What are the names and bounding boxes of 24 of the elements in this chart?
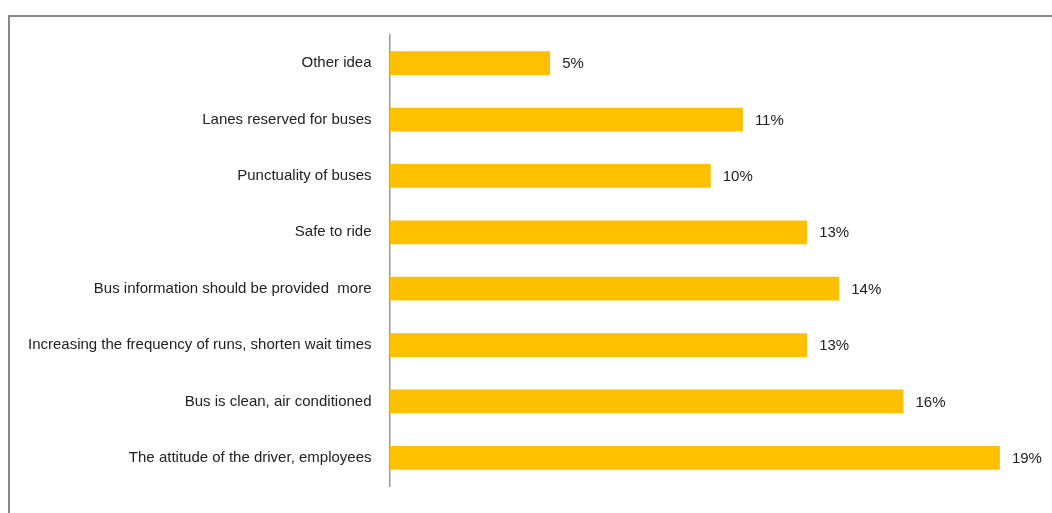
data-label: 13% <box>819 223 850 241</box>
data-label: 16% <box>915 392 946 410</box>
y-tick-label: Punctuality of buses <box>237 166 372 184</box>
bar <box>389 51 551 76</box>
y-tick-label: Other idea <box>301 53 373 71</box>
y-tick-label: Bus is clean, air conditioned <box>184 391 372 409</box>
data-label: 13% <box>819 336 850 354</box>
bar <box>389 333 808 357</box>
y-tick-label: Lanes reserved for buses <box>202 109 372 127</box>
bar <box>389 389 904 414</box>
data-label: 11% <box>754 110 784 128</box>
bar <box>389 164 711 188</box>
y-tick-label: Bus information should be provided more <box>93 278 372 296</box>
y-tick-label: Increasing the frequency of runs, shorten wait times <box>27 335 372 353</box>
bar <box>389 107 743 132</box>
bar <box>389 276 840 301</box>
data-label: 14% <box>851 279 882 297</box>
data-label: 10% <box>722 167 753 185</box>
data-label: 5% <box>562 54 584 72</box>
bar <box>389 220 808 245</box>
bar <box>389 445 1000 470</box>
y-tick-label: The attitude of the driver, employees <box>128 447 372 465</box>
y-tick-label: Safe to ride <box>294 222 372 240</box>
data-label: 19% <box>1011 448 1042 466</box>
